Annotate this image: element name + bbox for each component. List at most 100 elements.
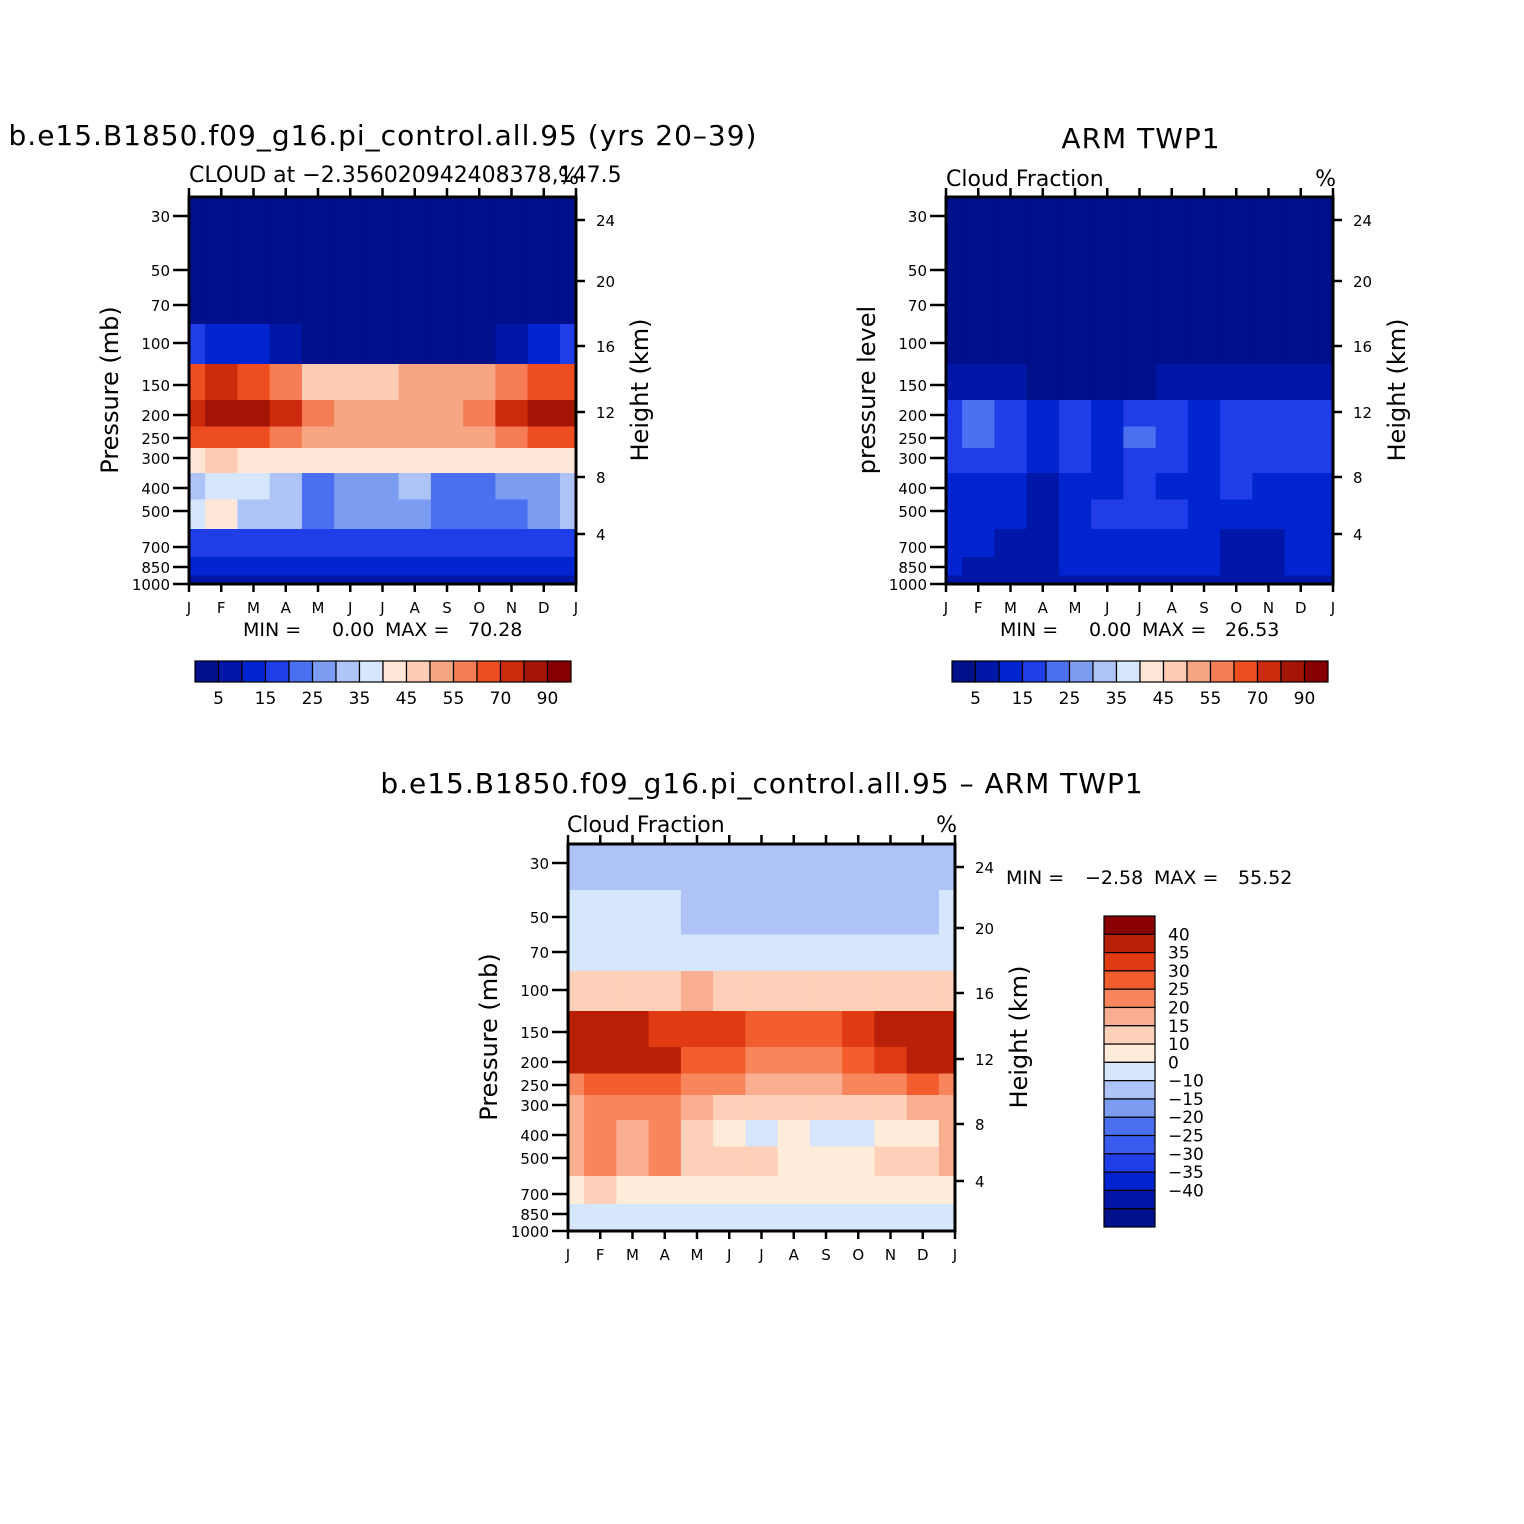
colorbar-swatch — [241, 660, 267, 683]
field-cell — [1058, 529, 1092, 558]
field-cell — [616, 934, 650, 972]
field-cell — [527, 364, 561, 401]
panel-diff-unit: % — [936, 813, 957, 838]
colorbar-label: 25 — [302, 689, 324, 709]
field-cell — [1284, 426, 1318, 449]
field-cell — [1220, 557, 1253, 577]
field-cell — [559, 287, 577, 325]
panel-obs-colorbar: 5 15 25 35 45 55 70 90 — [951, 660, 1329, 709]
field-cell — [269, 473, 303, 501]
field-cell — [745, 1204, 779, 1224]
field-cell — [874, 1204, 908, 1224]
field-cell — [1220, 448, 1253, 474]
y-tick-label: 250 — [141, 430, 170, 448]
field-cell — [584, 844, 617, 891]
colorbar-label: 35 — [1106, 689, 1128, 709]
field-cell — [205, 364, 238, 401]
field-cell — [842, 934, 875, 972]
field-cell — [680, 1095, 714, 1121]
y-tick-label: 250 — [898, 430, 927, 448]
colorbar-swatch — [429, 660, 455, 683]
x-tick-label: J — [726, 1246, 731, 1264]
field-cell — [777, 1095, 811, 1121]
y-tick-label: 200 — [141, 407, 170, 425]
field-cell — [559, 499, 577, 530]
field-cell — [430, 243, 464, 289]
panel-diff-title: b.e15.B1850.f09_g16.pi_control.all.95 – … — [380, 767, 1143, 800]
field-cell — [366, 575, 400, 585]
field-cell — [616, 1120, 650, 1148]
colorbar-label: 35 — [349, 689, 371, 709]
field-cell — [568, 1047, 585, 1075]
y-tick-right-label: 8 — [1353, 469, 1363, 487]
y-tick-right-label: 24 — [1353, 212, 1372, 230]
field-cell — [1316, 473, 1334, 501]
field-cell — [269, 243, 303, 289]
field-cell — [648, 1222, 682, 1232]
field-cell — [527, 575, 561, 585]
y-tick-label: 70 — [530, 944, 549, 962]
field-cell — [809, 890, 843, 936]
field-cell — [906, 971, 940, 1012]
field-cell — [713, 1047, 746, 1075]
field-cell — [1284, 448, 1318, 474]
x-tick-label: O — [473, 599, 485, 617]
field-cell — [713, 1073, 746, 1096]
field-cell — [463, 529, 496, 558]
field-cell — [938, 1204, 956, 1224]
colorbar-swatch — [951, 660, 977, 683]
field-cell — [1220, 575, 1253, 585]
colorbar-swatch — [1162, 660, 1188, 683]
x-tick-label: A — [410, 599, 421, 617]
field-cell — [842, 1146, 875, 1177]
field-cell — [189, 448, 206, 474]
field-cell — [495, 287, 529, 325]
field-cell — [205, 575, 238, 585]
field-cell — [584, 1011, 617, 1048]
field-cell — [946, 400, 963, 428]
x-tick-label: D — [1295, 599, 1307, 617]
colorbar-swatch — [1186, 660, 1212, 683]
colorbar-swatch — [194, 660, 220, 683]
colorbar-swatch — [1209, 660, 1235, 683]
field-cell — [1316, 197, 1334, 244]
colorbar-label: 5 — [970, 689, 981, 709]
colorbar-label: 20 — [1168, 998, 1190, 1018]
field-cell — [938, 971, 956, 1012]
field-cell — [994, 197, 1028, 244]
field-cell — [568, 1176, 585, 1205]
field-cell — [584, 1073, 617, 1096]
field-cell — [1091, 529, 1124, 558]
field-cell — [398, 529, 432, 558]
field-cell — [301, 473, 335, 501]
field-cell — [430, 575, 464, 585]
field-cell — [237, 287, 271, 325]
field-cell — [680, 1176, 714, 1205]
field-cell — [527, 557, 561, 577]
field-cell — [1187, 364, 1221, 401]
field-cell — [1155, 324, 1189, 365]
colorbar-swatch — [382, 660, 408, 683]
field-cell — [1252, 426, 1286, 449]
field-cell — [398, 243, 432, 289]
field-cell — [301, 287, 335, 325]
field-cell — [301, 364, 335, 401]
field-cell — [1187, 243, 1221, 289]
colorbar-swatch — [1280, 660, 1306, 683]
field-cell — [994, 243, 1028, 289]
field-cell — [1187, 426, 1221, 449]
field-cell — [1187, 287, 1221, 325]
field-cell — [842, 1047, 875, 1075]
y-tick-label: 300 — [141, 450, 170, 468]
field-cell — [189, 473, 206, 501]
panel-diff-min-value: −2.58 — [1085, 867, 1143, 889]
y-tick-right-label: 8 — [975, 1116, 985, 1134]
y-tick-label: 1000 — [511, 1223, 549, 1241]
panel-diff-ylabel: Pressure (mb) — [475, 953, 503, 1120]
field-cell — [237, 499, 271, 530]
field-cell — [463, 426, 496, 449]
field-cell — [1155, 197, 1189, 244]
field-cell — [994, 499, 1028, 530]
x-tick-label: S — [442, 599, 452, 617]
field-cell — [189, 324, 206, 365]
